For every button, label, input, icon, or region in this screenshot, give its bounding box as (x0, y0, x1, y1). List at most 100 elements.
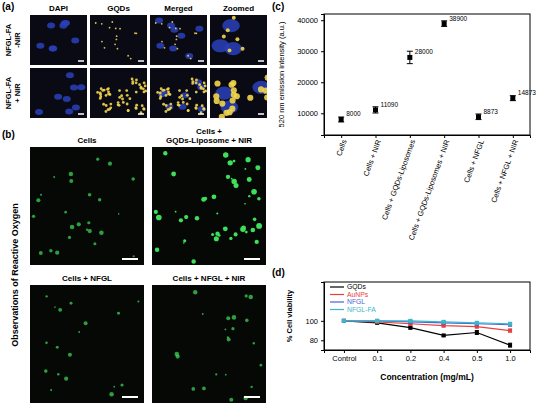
fluorescence-spot (229, 398, 233, 402)
particle (141, 104, 144, 107)
tick-label: 80 (310, 336, 318, 345)
fluorescence-spot (257, 197, 261, 201)
fluorescence-spot (108, 162, 112, 166)
particle (126, 103, 129, 106)
legend-swatch (330, 286, 344, 287)
marker (342, 319, 346, 323)
nucleus (65, 109, 73, 115)
particle (161, 23, 163, 25)
marker (475, 321, 479, 325)
fluorescence-spot (120, 383, 123, 386)
panel-d: (d)80100Control0.10.20.40.51.0Concentrat… (272, 267, 531, 382)
x-axis: Control0.10.20.40.51.0 (325, 350, 531, 363)
fluorescence-spot (260, 364, 263, 367)
particle (103, 89, 106, 92)
fluorescence-spot (245, 294, 248, 297)
fluorescence-spot (244, 168, 246, 170)
tick-mark (377, 350, 378, 353)
tick-label: 100 (305, 317, 318, 326)
particle (165, 110, 168, 113)
particle (95, 22, 97, 24)
particle (163, 89, 166, 92)
fluorescence-spot (226, 316, 230, 320)
column-header: Zoomed (223, 4, 254, 13)
particle (135, 106, 138, 109)
particle (106, 88, 109, 91)
particle (175, 39, 177, 41)
tick: 30000 (297, 47, 324, 56)
nucleus (212, 39, 230, 52)
scale-bar (258, 113, 264, 115)
fluorescence-spot (86, 228, 88, 230)
particle (198, 83, 201, 86)
particle (176, 35, 178, 37)
nucleus (155, 17, 163, 23)
particle (105, 110, 108, 113)
nucleus (177, 33, 185, 39)
figure: (a)DAPIGQDsMergedZoomedNFGL-FA-NIRNFGL-F… (0, 0, 537, 408)
marker (510, 96, 515, 101)
fluorescence-spot (202, 313, 204, 315)
particle (168, 108, 171, 111)
particle (131, 78, 134, 81)
fluorescence-spot (113, 386, 115, 388)
error-bar (510, 96, 516, 101)
tick-mark (321, 20, 324, 21)
particle (140, 86, 143, 89)
fluorescence-spot (69, 172, 73, 176)
fluorescence-spot (45, 295, 47, 297)
micrograph-bg (150, 15, 207, 65)
fluorescence-spot (56, 346, 59, 349)
legend-label: NFGL-FA (347, 306, 376, 313)
fluorescence-spot (156, 215, 162, 221)
particle (116, 35, 118, 37)
marker (339, 117, 344, 122)
particle (195, 81, 198, 84)
panel-c: (c)10000200003000040000CellsCells + NIRC… (272, 1, 536, 241)
panel-b: (b)Observations of Reactive OxygenCellsC… (2, 127, 266, 403)
fluorescence-spot (98, 198, 101, 201)
fluorescence-spot (54, 306, 56, 308)
particle (178, 104, 181, 107)
fluorescence-spot (215, 373, 217, 375)
micrograph (30, 15, 87, 65)
particle (105, 104, 108, 107)
tick-label: 20000 (297, 78, 318, 87)
fluorescence-spot (211, 233, 214, 236)
nucleus (72, 104, 80, 110)
particle (99, 97, 102, 100)
micrograph (30, 68, 87, 118)
fluorescence-spot (248, 295, 253, 300)
particle (174, 43, 176, 45)
particle (109, 103, 112, 106)
particle (219, 114, 225, 118)
tick: 1.0 (505, 350, 515, 363)
tick: Cells + GQDs-Liposomes + NIR (407, 135, 452, 241)
marker (508, 343, 512, 347)
tick: 0.5 (472, 350, 482, 363)
micrograph (210, 68, 267, 118)
particle (182, 101, 185, 104)
tick: 20000 (297, 78, 324, 87)
particle (115, 28, 117, 30)
error-bar (475, 331, 479, 335)
fluorescence-spot (133, 255, 135, 257)
micrograph-bg (210, 15, 267, 65)
tick-label: Cells + NFGL + NIR (489, 138, 520, 204)
fluorescence-spot (154, 210, 158, 214)
particle (171, 21, 173, 23)
legend: GQDsAuNPsNFGLNFGL-FA (330, 283, 376, 313)
particle (241, 47, 245, 51)
particle (131, 82, 134, 85)
particle (122, 101, 125, 104)
particle (165, 104, 168, 107)
error-bar (408, 326, 412, 329)
particle (164, 47, 166, 49)
particle (119, 28, 121, 30)
particle (190, 58, 192, 60)
tick: Control (332, 350, 357, 363)
particle (117, 48, 119, 50)
particle (187, 55, 189, 57)
particle (179, 28, 181, 30)
scale-bar (258, 60, 264, 62)
